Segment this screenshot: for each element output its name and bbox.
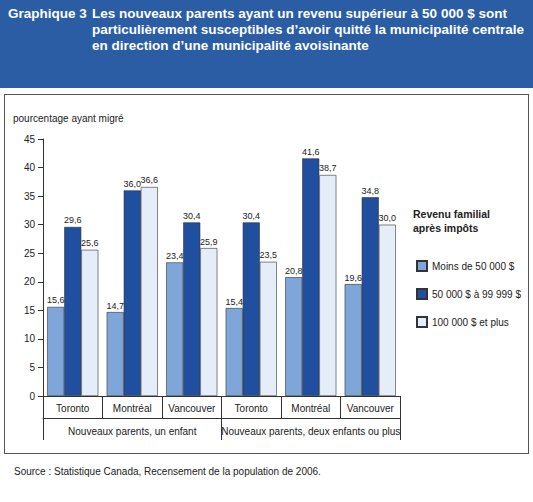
svg-text:Vancouver: Vancouver [347,403,395,414]
svg-text:Revenu familial: Revenu familial [413,208,493,220]
svg-text:Moins de 50 000 $: Moins de 50 000 $ [432,261,515,272]
svg-text:23,4: 23,4 [166,251,184,261]
svg-text:Vancouver: Vancouver [168,403,216,414]
svg-text:Nouveaux parents, deux enfants: Nouveaux parents, deux enfants ou plus [221,426,400,437]
svg-text:30,4: 30,4 [242,211,260,221]
svg-text:20,8: 20,8 [285,266,303,276]
svg-text:14,7: 14,7 [106,301,124,311]
svg-text:30,0: 30,0 [379,213,397,223]
svg-text:23,5: 23,5 [260,250,278,260]
svg-text:Nouveaux parents, un enfant: Nouveaux parents, un enfant [68,426,197,437]
svg-text:15: 15 [24,305,36,316]
svg-text:100 000 $ et plus: 100 000 $ et plus [432,317,509,328]
svg-text:Montréal: Montréal [291,403,330,414]
svg-text:38,7: 38,7 [319,163,337,173]
svg-text:36,6: 36,6 [141,175,159,185]
svg-text:35: 35 [24,191,36,202]
svg-text:19,6: 19,6 [344,273,362,283]
html-text:Source : Statistique Canada, R: Source : Statistique Canada, Recensement… [14,466,321,477]
svg-text:Toronto: Toronto [56,403,90,414]
svg-text:40: 40 [24,162,36,173]
svg-text:5: 5 [29,362,35,373]
svg-text:25,9: 25,9 [200,237,218,247]
svg-text:pourcentage ayant migré: pourcentage ayant migré [13,113,124,124]
svg-text:15,6: 15,6 [47,295,65,305]
svg-text:après impôts: après impôts [413,222,479,234]
svg-text:30: 30 [24,219,36,230]
svg-text:29,6: 29,6 [64,215,82,225]
svg-text:36,0: 36,0 [123,179,141,189]
html-text:Graphique 3 Les nouveaux paren: Graphique 3 Les nouveaux parents ayant u… [8,6,525,53]
svg-text:Montréal: Montréal [113,403,152,414]
svg-text:25: 25 [24,248,36,259]
svg-text:Toronto: Toronto [235,403,269,414]
svg-text:15,4: 15,4 [225,297,243,307]
svg-text:50 000 $ à 99 999 $: 50 000 $ à 99 999 $ [432,289,521,300]
svg-text:30,4: 30,4 [183,211,201,221]
svg-text:20: 20 [24,276,36,287]
svg-text:25,6: 25,6 [81,238,99,248]
svg-text:45: 45 [24,134,36,145]
svg-text:0: 0 [29,391,35,402]
svg-text:41,6: 41,6 [302,147,320,157]
svg-text:10: 10 [24,333,36,344]
svg-text:34,8: 34,8 [361,186,379,196]
